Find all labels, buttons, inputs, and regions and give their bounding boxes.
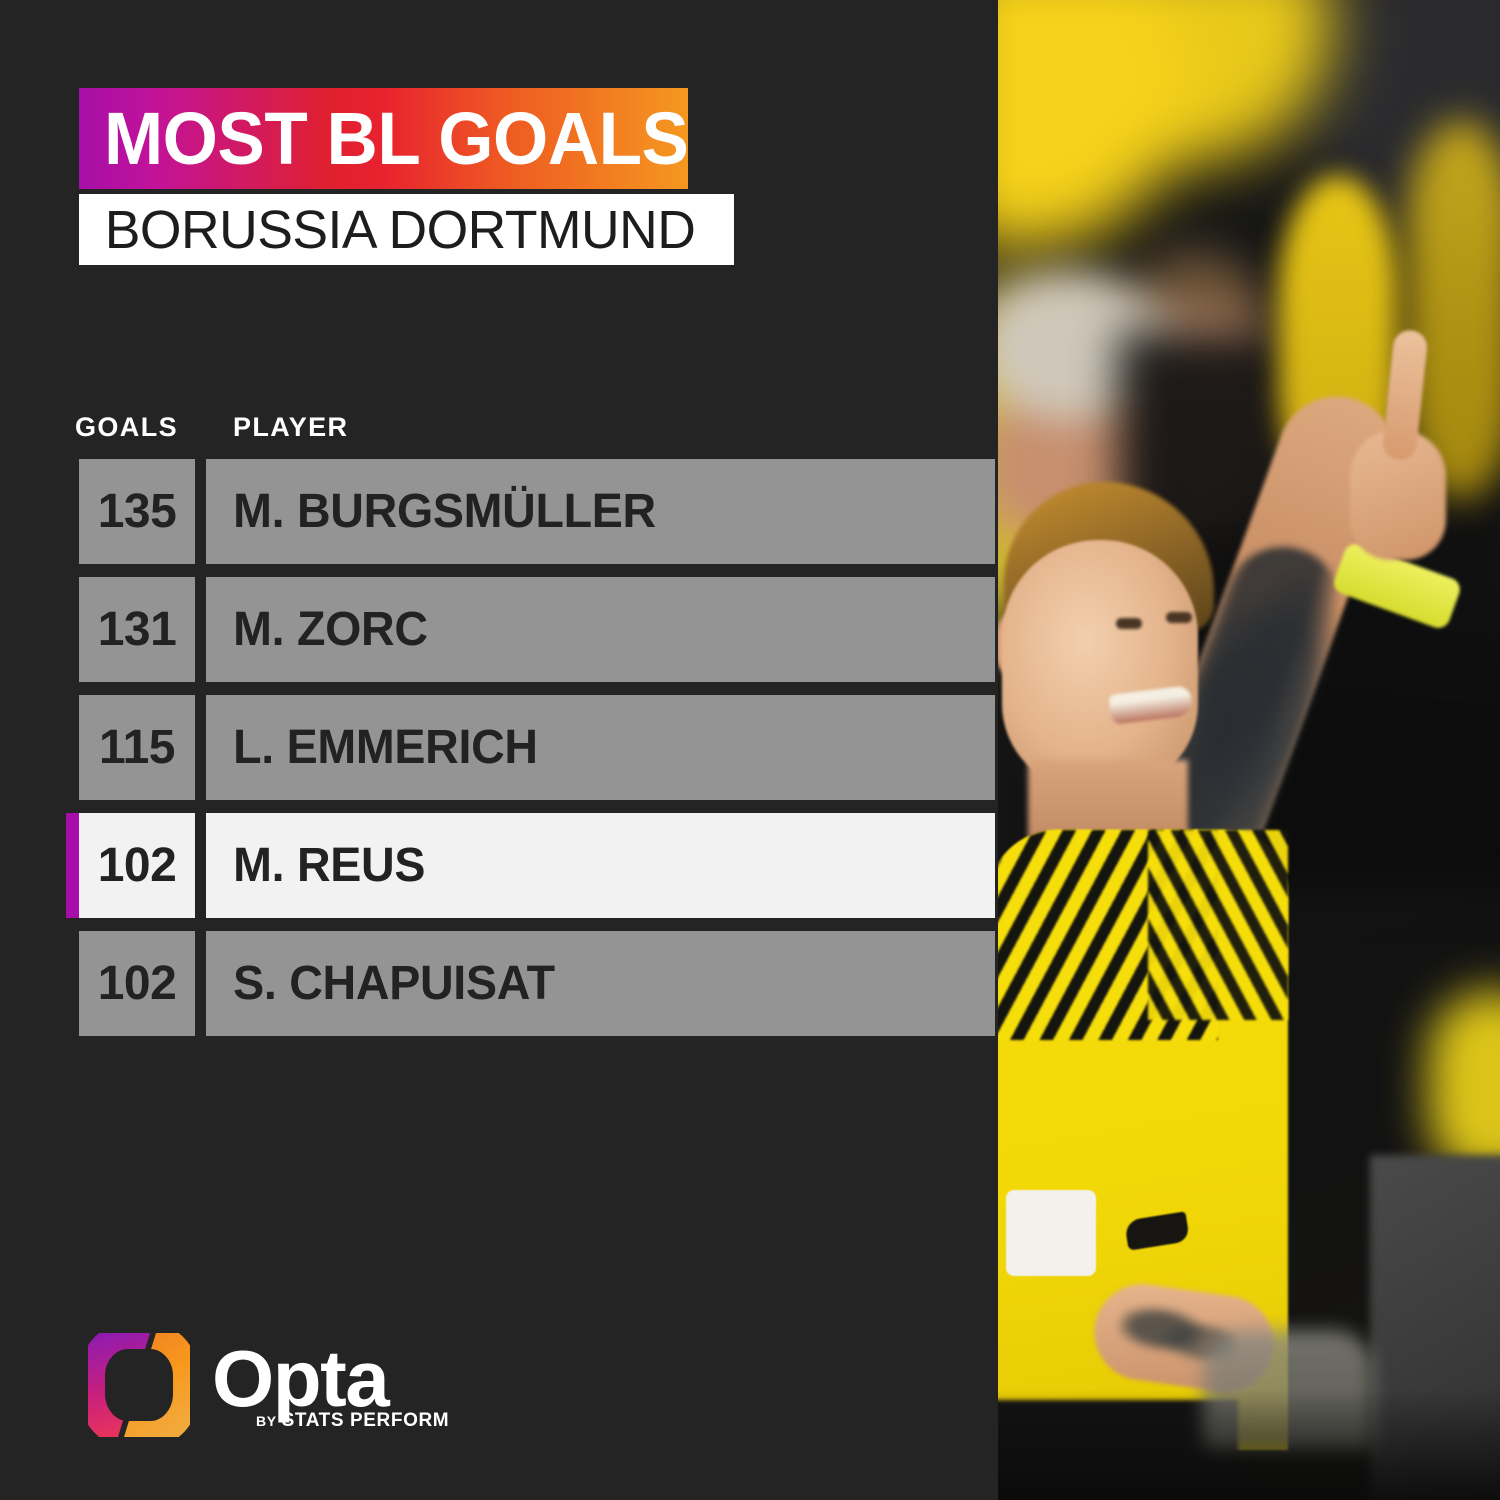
title-banner: MOST BL GOALS xyxy=(79,88,689,189)
goals-cell: 131 xyxy=(79,577,195,682)
blurred-yellow-object xyxy=(1428,990,1500,1180)
bundesliga-badge: BUNDESLIGA xyxy=(1006,1190,1096,1276)
photo-bottom-shadow xyxy=(998,1390,1500,1500)
opta-tagline-label: STATS PERFORM xyxy=(281,1410,450,1431)
goals-value: 102 xyxy=(97,838,177,892)
goals-cell: 102 xyxy=(79,813,195,918)
opta-tagline: BY STATS PERFORM xyxy=(256,1411,449,1430)
goals-cell: 115 xyxy=(79,695,195,800)
goals-cell: 135 xyxy=(79,459,195,564)
player-cell: M. BURGSMÜLLER xyxy=(206,459,995,564)
stats-panel: MOST BL GOALS BORUSSIA DORTMUND GOALS PL… xyxy=(0,88,998,1441)
goals-value: 102 xyxy=(97,956,177,1010)
opta-by-label: BY xyxy=(256,1413,277,1429)
leaderboard-table: 135 M. BURGSMÜLLER 131 M. ZORC 115 xyxy=(0,459,998,1049)
player-cell: L. EMMERICH xyxy=(206,695,995,800)
player-name: M. REUS xyxy=(233,838,426,892)
player-cell: S. CHAPUISAT xyxy=(206,931,995,1036)
table-row[interactable]: 135 M. BURGSMÜLLER xyxy=(0,459,998,564)
table-header: GOALS PLAYER xyxy=(0,414,998,448)
face xyxy=(1002,540,1198,790)
opta-logo: Opta BY STATS PERFORM xyxy=(88,1331,449,1441)
eye-left xyxy=(1116,618,1142,629)
column-header-goals: GOALS xyxy=(75,412,179,442)
goals-cell: 102 xyxy=(79,931,195,1036)
player-name: M. ZORC xyxy=(233,602,428,656)
page-subtitle: BORUSSIA DORTMUND xyxy=(104,199,696,260)
highlight-accent-bar xyxy=(66,813,79,918)
player-photo: BUNDESLIGA xyxy=(998,0,1500,1500)
goals-value: 115 xyxy=(99,720,175,774)
eye-right xyxy=(1166,612,1192,623)
goals-value: 135 xyxy=(97,484,177,538)
player-name: S. CHAPUISAT xyxy=(233,956,555,1010)
table-row-highlighted[interactable]: 102 M. REUS xyxy=(0,813,998,918)
opta-wordmark: Opta xyxy=(212,1334,390,1423)
table-row[interactable]: 115 L. EMMERICH xyxy=(0,695,998,800)
table-row[interactable]: 102 S. CHAPUISAT xyxy=(0,931,998,1036)
page-title: MOST BL GOALS xyxy=(103,96,689,180)
player-name: M. BURGSMÜLLER xyxy=(233,484,656,538)
player-name: L. EMMERICH xyxy=(233,720,538,774)
player-cell: M. ZORC xyxy=(206,577,995,682)
shirt-stripes-shoulder xyxy=(1148,830,1288,1020)
goals-value: 131 xyxy=(97,602,177,656)
player-cell: M. REUS xyxy=(206,813,995,918)
opta-ring-icon xyxy=(88,1333,190,1437)
column-header-player: PLAYER xyxy=(233,412,349,442)
table-row[interactable]: 131 M. ZORC xyxy=(0,577,998,682)
subtitle-banner: BORUSSIA DORTMUND xyxy=(79,194,734,265)
